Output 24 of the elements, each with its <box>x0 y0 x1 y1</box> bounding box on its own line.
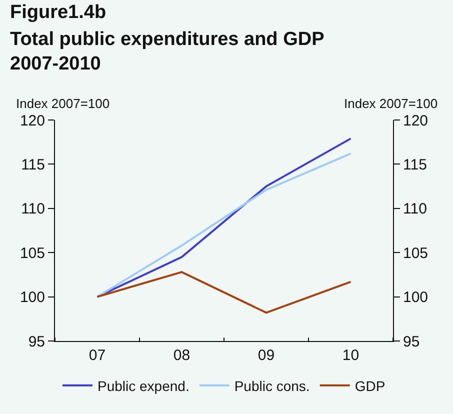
legend-label: Public expend. <box>98 378 190 394</box>
y2-tick-label: 95 <box>403 333 420 350</box>
line-series <box>96 271 352 314</box>
y2-tick-label: 110 <box>403 200 427 218</box>
legend-label: GDP <box>354 378 386 394</box>
y2-tick-label: 105 <box>403 244 428 262</box>
chart-title: Figure1.4b <box>10 2 106 23</box>
y-tick-label: 115 <box>21 156 45 174</box>
y-tick-label: 95 <box>28 333 45 350</box>
y-tick-label: 120 <box>20 112 45 130</box>
y2-tick-label: 120 <box>403 112 428 130</box>
y2-tick-label: 115 <box>403 156 427 174</box>
x-tick-label: 09 <box>258 347 275 364</box>
chart-subtitle: Total public expenditures and GDP 2007-2010 <box>10 29 325 75</box>
y2-tick-label: 100 <box>403 289 428 306</box>
y-tick-label: 110 <box>21 200 45 218</box>
legend-label: Public cons. <box>234 378 310 394</box>
y-tick-label: 105 <box>20 244 45 262</box>
y2-axis-title: Index 2007=100 <box>344 96 438 111</box>
x-tick-label: 10 <box>342 347 360 364</box>
y-tick-label: 100 <box>20 289 45 306</box>
x-tick-label: 07 <box>88 347 106 364</box>
y-axis-title: Index 2007=100 <box>16 96 110 111</box>
x-tick-label: 08 <box>173 347 190 364</box>
